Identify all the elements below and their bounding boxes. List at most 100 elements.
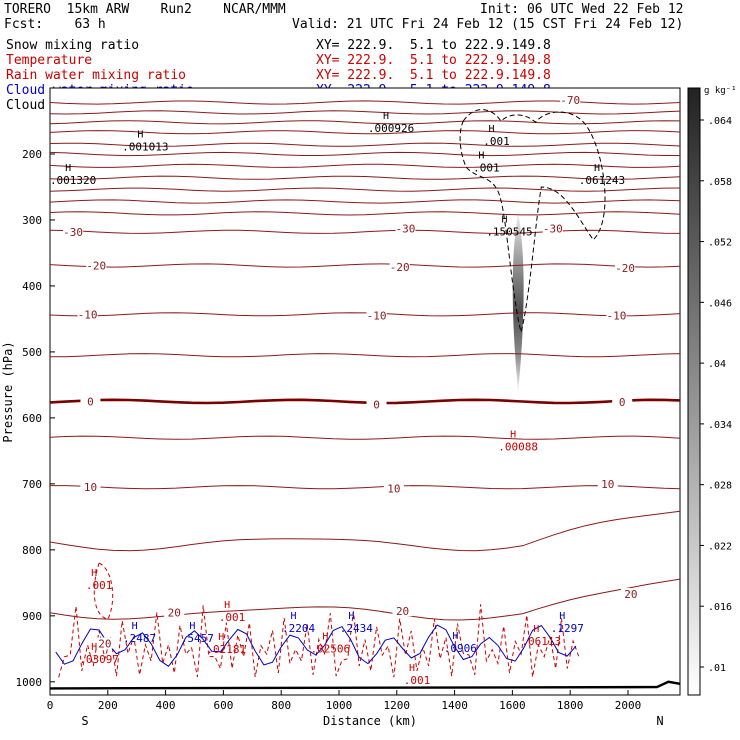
y-tick-label: 200 (22, 148, 42, 161)
temperature-contour (49, 510, 681, 552)
maximum-value-label: .02506 (310, 642, 350, 655)
temperature-contour-label: -20 (615, 262, 635, 275)
contour-label-bg (383, 482, 404, 494)
x-tick-label: 1000 (326, 699, 353, 712)
maximum-value-label: .001013 (122, 140, 168, 153)
contour-label-bg (542, 222, 563, 234)
rain-water-contour (93, 562, 114, 620)
x-tick-label: 800 (271, 699, 291, 712)
maximum-marker: H (91, 642, 97, 653)
x-end-label-south: S (81, 714, 88, 728)
maximum-marker: H (594, 163, 600, 174)
maximum-marker: H (383, 111, 389, 122)
temperature-contour (49, 398, 681, 405)
temperature-contour-label: -20 (86, 259, 106, 272)
maximum-marker: H (91, 568, 97, 579)
colorbar-tick-label: .028 (708, 481, 732, 492)
maximum-value-label: .000926 (368, 122, 414, 135)
temperature-contour-label: 10 (387, 482, 400, 495)
maximum-marker: H (189, 621, 195, 632)
maximum-value-label: .2487 (123, 632, 156, 645)
maximum-marker: H (322, 631, 328, 642)
temperature-contour-label: -10 (78, 308, 98, 321)
maximum-value-label: .02181 (206, 643, 246, 656)
temperature-contour-label: -10 (606, 310, 626, 323)
header-valid-time: Valid: 21 UTC Fri 24 Feb 12 (15 CST Fri … (292, 17, 684, 32)
temperature-contour (49, 142, 681, 147)
maximum-marker: H (533, 624, 539, 635)
field-label: Snow mixing ratio (6, 38, 140, 53)
temperature-contour-label: 0 (373, 399, 380, 412)
maximum-value-label: .150545 (486, 225, 532, 238)
temperature-contour (49, 175, 681, 180)
contour-label-bg (80, 395, 101, 407)
temperature-contour-label: 0 (87, 395, 94, 408)
field-label: Temperature (6, 53, 93, 68)
contour-label-bg (366, 398, 387, 410)
contour-label-bg (94, 637, 115, 649)
temperature-contour (49, 163, 681, 168)
y-tick-label: 600 (22, 412, 42, 425)
header-left-title: TORERO 15km ARW Run2 NCAR/MMM (4, 2, 286, 17)
temperature-contour (50, 485, 681, 490)
temperature-contour (49, 229, 681, 234)
contour-label-bg (86, 259, 107, 271)
contour-label-bg (389, 260, 410, 272)
maximum-value-label: .2434 (340, 622, 373, 635)
y-tick-label: 400 (22, 280, 42, 293)
x-tick-label: 400 (156, 699, 176, 712)
maximum-value-label: .2204 (282, 622, 315, 635)
temperature-contour (49, 199, 681, 204)
colorbar-units: g kg⁻¹ (704, 86, 737, 96)
contour-label-bg (615, 262, 636, 274)
y-tick-label: 700 (22, 478, 42, 491)
terrain-line (49, 680, 681, 690)
temperature-contour (49, 263, 681, 268)
temperature-contour (49, 187, 681, 192)
maximum-marker: H (510, 430, 516, 441)
temperature-contour-label: -20 (390, 261, 410, 274)
maximum-value-label: .001 (86, 579, 113, 592)
x-axis-title: Distance (km) (323, 714, 417, 728)
snow-shading (512, 213, 524, 392)
contour-label-bg (395, 222, 416, 234)
y-axis-title: Pressure (hPa) (1, 341, 15, 442)
plot-frame (49, 87, 681, 696)
rain-water-contour (58, 604, 580, 678)
contour-label-bg (606, 309, 627, 321)
temperature-contour (49, 312, 681, 317)
maximum-marker: H (488, 124, 494, 135)
maximum-value-label: .00088 (498, 441, 538, 454)
x-tick-label: 200 (98, 699, 118, 712)
temperature-contour (49, 151, 680, 157)
field-xy-range: XY= 222.9. 5.1 to 222.9.149.8 (316, 68, 551, 83)
maximum-marker: H (348, 611, 354, 622)
temperature-contour (49, 110, 681, 115)
x-tick-label: 0 (47, 699, 54, 712)
x-tick-label: 1200 (384, 699, 411, 712)
x-end-label-north: N (656, 714, 663, 728)
maximum-value-label: .001 (483, 135, 510, 148)
colorbar-tick-label: .058 (708, 177, 732, 188)
maximum-marker: H (218, 632, 224, 643)
maximum-marker: H (501, 214, 507, 225)
y-tick-label: 1000 (16, 676, 43, 689)
temperature-contour-label: 10 (601, 478, 614, 491)
maximum-marker: H (291, 611, 297, 622)
x-tick-label: 600 (213, 699, 233, 712)
x-tick-label: 2000 (615, 699, 642, 712)
temperature-contour-label: 20 (98, 638, 111, 651)
temperature-contour-label: 0 (619, 396, 626, 409)
field-xy-range: XY= 222.9. 5.1 to 222.9.149.8 (316, 53, 551, 68)
contour-label-bg (77, 308, 98, 320)
maximum-value-label: .001 (219, 611, 246, 624)
colorbar-tick-label: .022 (708, 541, 732, 552)
maximum-value-label: .001 (404, 674, 431, 687)
contour-label-bg (560, 93, 581, 105)
contour-label-bg (392, 605, 413, 617)
cloud-water-contour (55, 624, 577, 667)
contour-label-bg (612, 396, 633, 408)
temperature-contour (49, 130, 681, 135)
colorbar (687, 87, 701, 696)
